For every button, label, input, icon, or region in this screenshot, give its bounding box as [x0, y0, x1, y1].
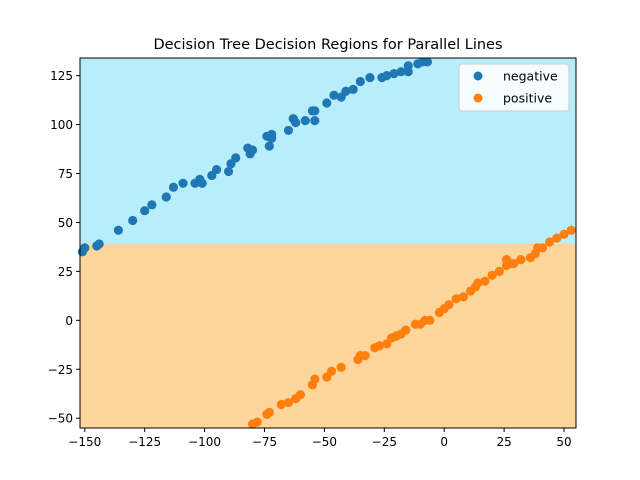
y-tick-label: 125: [50, 69, 73, 83]
y-tick-label: 50: [58, 216, 73, 230]
point-negative: [291, 118, 301, 128]
point-positive: [252, 417, 262, 427]
x-tick-label: −125: [128, 435, 161, 449]
point-negative: [197, 178, 207, 188]
point-positive: [458, 292, 468, 302]
point-negative: [80, 243, 90, 253]
legend-box: [458, 63, 570, 112]
point-negative: [389, 69, 399, 79]
point-negative: [341, 86, 351, 96]
y-tick-label: 25: [58, 265, 73, 279]
x-tick-label: 0: [440, 435, 448, 449]
point-positive: [295, 390, 306, 400]
scatter-points: [77, 57, 576, 429]
point-positive: [360, 350, 370, 361]
point-negative: [365, 72, 375, 83]
point-negative: [264, 141, 274, 151]
point-negative: [128, 215, 138, 226]
point-positive: [473, 278, 483, 288]
chart-title: Decision Tree Decision Regions for Paral…: [153, 37, 502, 53]
point-negative: [300, 116, 310, 126]
point-negative: [382, 71, 392, 81]
point-negative: [147, 200, 157, 210]
point-negative: [403, 61, 413, 71]
point-positive: [509, 258, 519, 269]
axes: −150 −125 −100 −75 −50 −25 0 25 50 −50 −25 0 25 50 75 1…: [48, 57, 577, 449]
x-tick-label: −100: [188, 435, 221, 449]
y-tick-label: 0: [65, 314, 73, 328]
point-positive: [552, 233, 562, 243]
point-negative: [348, 84, 358, 94]
point-positive: [401, 325, 411, 335]
y-tick-label: −50: [48, 412, 73, 426]
x-tick-label: 25: [496, 435, 511, 449]
point-negative: [283, 125, 294, 136]
point-positive: [516, 255, 526, 265]
point-positive: [566, 225, 576, 235]
x-tick-label: −75: [252, 435, 277, 449]
point-positive: [545, 237, 555, 247]
x-tick-label: −25: [372, 435, 397, 449]
point-negative: [396, 67, 406, 77]
point-negative: [310, 116, 320, 126]
point-negative: [247, 145, 258, 155]
point-negative: [211, 164, 222, 175]
point-positive: [374, 341, 385, 351]
point-positive: [537, 243, 548, 253]
point-negative: [168, 182, 179, 192]
point-positive: [451, 294, 461, 304]
plot-frame: [79, 57, 577, 429]
legend-marker-negative: [473, 71, 483, 81]
y-tick-label: −25: [48, 363, 73, 377]
point-negative: [113, 225, 123, 235]
point-positive: [425, 315, 435, 325]
point-positive: [480, 276, 490, 286]
point-positive: [487, 270, 497, 280]
x-tick-label: −150: [68, 435, 101, 449]
y-tick-label: 75: [58, 167, 73, 181]
point-negative: [329, 90, 339, 100]
point-negative: [161, 192, 171, 202]
point-negative: [322, 98, 332, 108]
point-positive: [310, 374, 320, 384]
point-negative: [231, 153, 241, 163]
point-positive: [283, 397, 294, 408]
point-positive: [336, 362, 346, 372]
point-positive: [264, 407, 274, 417]
legend-label-positive: positive: [503, 91, 552, 106]
x-tick-label: −50: [312, 435, 337, 449]
legend: negative positive: [458, 63, 570, 112]
point-negative: [94, 239, 104, 249]
legend-marker-positive: [473, 93, 483, 103]
legend-label-negative: negative: [503, 69, 558, 84]
point-negative: [140, 206, 150, 216]
point-negative: [267, 129, 277, 139]
y-tick-label: 100: [50, 118, 73, 132]
point-positive: [444, 300, 454, 310]
point-positive: [494, 266, 504, 276]
point-positive: [326, 366, 337, 376]
x-tick-label: 50: [556, 435, 571, 449]
point-negative: [178, 178, 188, 188]
point-positive: [276, 399, 286, 410]
point-negative: [223, 166, 234, 177]
point-positive: [559, 229, 569, 239]
point-negative: [422, 57, 433, 67]
point-negative: [310, 106, 320, 116]
point-negative: [355, 76, 365, 87]
